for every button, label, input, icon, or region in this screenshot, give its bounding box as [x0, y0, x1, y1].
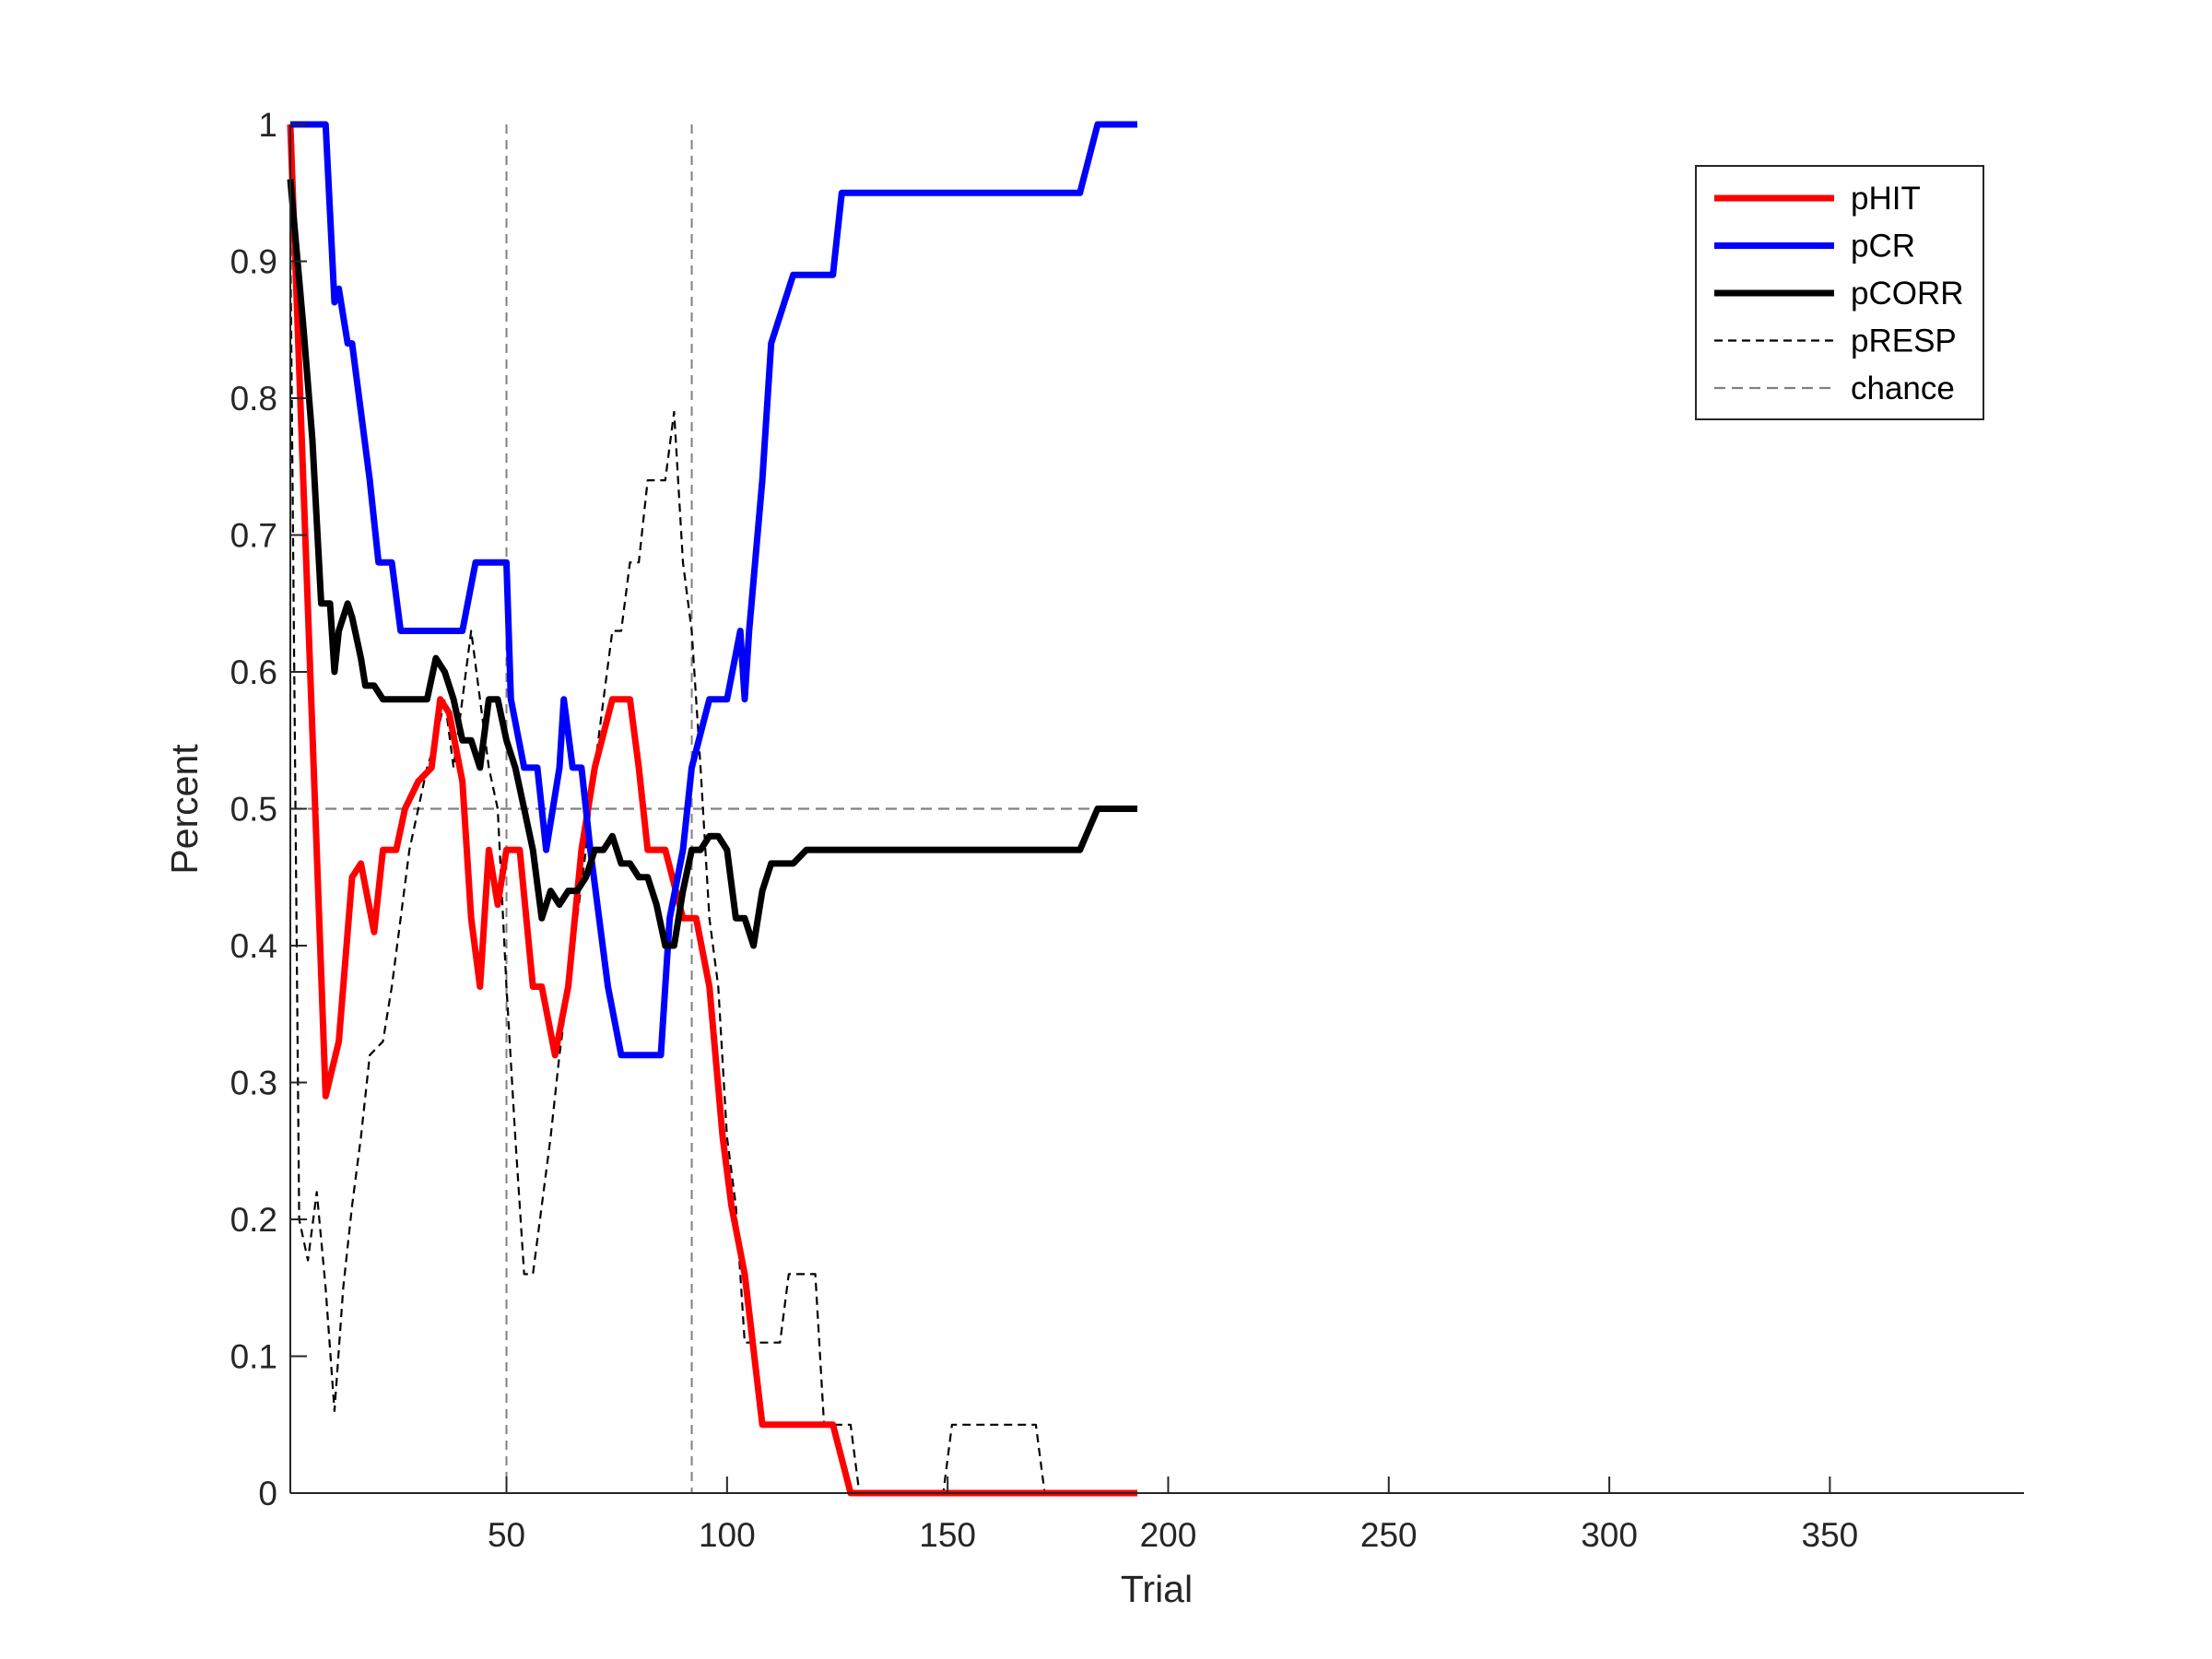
x-tick-label-300: 300	[1581, 1516, 1638, 1554]
y-tick-label-7: 0.7	[230, 517, 277, 555]
legend-label-presp: pRESP	[1851, 324, 1957, 359]
x-tick-label-150: 150	[919, 1516, 976, 1554]
y-tick-label-10: 1	[258, 106, 277, 144]
legend-label-pcr: pCR	[1851, 229, 1915, 265]
x-ticks: 50 100 150 200 250 300 350	[488, 1477, 1858, 1554]
y-tick-label-9: 0.9	[230, 243, 277, 281]
series-pcorr	[287, 179, 1137, 949]
y-tick-label-2: 0.2	[230, 1201, 277, 1239]
x-axis-title: Trial	[1121, 1568, 1193, 1610]
legend-label-phit: pHIT	[1851, 181, 1921, 217]
y-ticks: 0 0.1 0.2 0.3 0.4 0.5 0.6 0.7 0.8 0.9 1	[230, 106, 307, 1512]
legend-items: pHIT pCR pCORR pRESP chance	[1714, 181, 1964, 406]
legend: pHIT pCR pCORR pRESP chance	[1695, 165, 1984, 420]
y-tick-label-5: 0.5	[230, 791, 277, 829]
reference-lines	[505, 124, 693, 1493]
y-tick-label-8: 0.8	[230, 380, 277, 418]
y-axis-title: Percent	[163, 744, 206, 875]
y-tick-label-3: 0.3	[230, 1065, 277, 1102]
y-tick-label-6: 0.6	[230, 653, 277, 691]
legend-label-pcorr: pCORR	[1851, 276, 1964, 312]
legend-label-chance: chance	[1851, 371, 1955, 406]
x-tick-label-100: 100	[699, 1516, 756, 1554]
y-tick-label-0: 0	[258, 1475, 277, 1512]
x-tick-label-50: 50	[488, 1516, 525, 1554]
y-tick-label-4: 0.4	[230, 927, 277, 965]
legend-box	[1695, 165, 1984, 420]
series-pcr	[290, 121, 1137, 1059]
x-tick-label-350: 350	[1802, 1516, 1859, 1554]
plot-series	[287, 121, 1137, 1497]
y-tick-label-1: 0.1	[230, 1338, 277, 1376]
x-tick-label-250: 250	[1360, 1516, 1418, 1554]
x-tick-label-200: 200	[1140, 1516, 1197, 1554]
series-phit	[287, 124, 1137, 1497]
